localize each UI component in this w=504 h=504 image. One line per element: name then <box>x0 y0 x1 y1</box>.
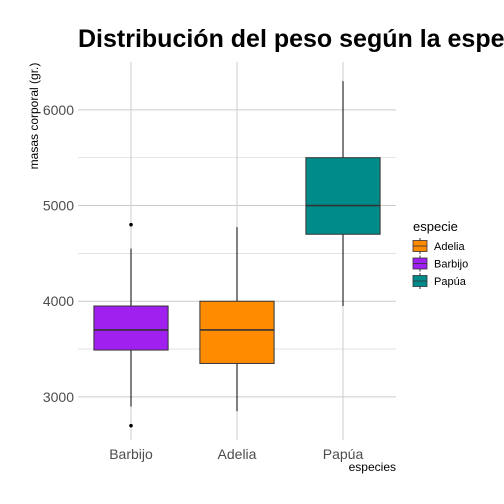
y-tick-label: 5000 <box>43 198 74 214</box>
y-tick-label: 4000 <box>43 293 74 309</box>
y-tick-label: 3000 <box>43 389 74 405</box>
box-adelia <box>199 227 275 412</box>
legend: especie Adelia Barbijo Papúa <box>412 219 468 289</box>
legend-title: especie <box>413 219 458 234</box>
legend-item-papúa: Papúa <box>412 273 467 289</box>
x-tick-label: Adelia <box>218 446 257 462</box>
y-axis-title: masas corporal (gr.) <box>27 63 41 170</box>
outlier-point <box>129 423 133 428</box>
box-papúa <box>305 81 381 307</box>
chart-title: Distribución del peso según la especie <box>78 25 504 53</box>
box-barbijo <box>93 222 169 428</box>
box-body <box>93 305 169 351</box>
legend-item-barbijo: Barbijo <box>412 255 468 272</box>
outlier-point <box>129 222 133 227</box>
x-tick-labels: Barbijo Adelia Papúa <box>109 446 363 462</box>
legend-label: Adelia <box>434 241 465 253</box>
y-tick-label: 6000 <box>43 102 74 118</box>
legend-label: Barbijo <box>434 259 468 271</box>
legend-label: Papúa <box>434 276 467 288</box>
legend-item-adelia: Adelia <box>412 238 465 254</box>
x-tick-label: Barbijo <box>109 446 153 462</box>
boxes <box>93 81 381 428</box>
x-axis-title: especies <box>349 460 396 474</box>
box-body <box>199 300 275 364</box>
box-body <box>305 157 381 235</box>
x-tick-label: Papúa <box>323 446 364 462</box>
y-tick-labels: 3000 4000 5000 6000 <box>43 102 74 405</box>
